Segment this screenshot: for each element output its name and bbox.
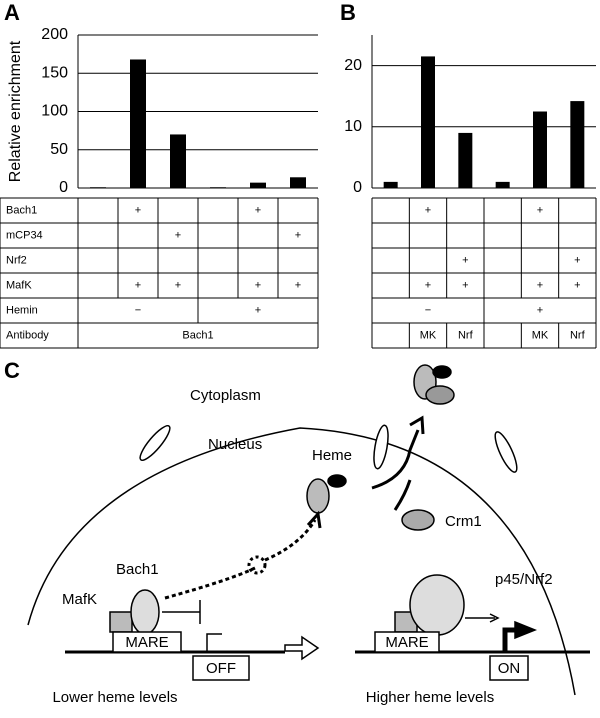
table-cell: + (175, 229, 181, 241)
bar (130, 59, 146, 189)
label: MARE (385, 634, 428, 651)
dotted-circle (247, 555, 267, 575)
table-cell: + (574, 279, 580, 291)
tss (502, 627, 515, 652)
transition-arrow (284, 635, 320, 661)
label: Bach1 (116, 561, 159, 578)
pore (139, 424, 171, 462)
bar (210, 187, 226, 188)
arrowhead (489, 613, 500, 623)
table-cell: + (537, 279, 543, 291)
y-tick-label: 0 (353, 179, 362, 196)
label: Heme (312, 447, 352, 464)
row-label: Nrf2 (6, 254, 27, 266)
table-cell: − (135, 304, 141, 316)
table-cell: + (175, 279, 181, 291)
export-arrow (371, 429, 420, 490)
y-tick-label: 20 (344, 57, 362, 74)
tss (206, 633, 222, 652)
mare-box (374, 631, 440, 653)
bar (495, 181, 510, 188)
label: Cytoplasm (190, 387, 261, 404)
bar (170, 134, 186, 188)
diagram (27, 364, 590, 696)
heme (432, 365, 452, 379)
table-cell: + (135, 204, 141, 216)
table-cell: + (295, 229, 301, 241)
bar (383, 181, 398, 188)
bach1 (130, 589, 160, 635)
row-label: Bach1 (6, 204, 37, 216)
label: OFF (206, 660, 236, 677)
table-cell: + (462, 279, 468, 291)
heme (327, 474, 347, 488)
table-cell: + (295, 279, 301, 291)
dotted-path (164, 566, 256, 600)
row-label: Antibody (6, 329, 49, 341)
table-cell: − (425, 304, 431, 316)
row-label: mCP34 (6, 229, 43, 241)
off-box (192, 655, 250, 681)
bar (458, 132, 473, 188)
table-cell: Nrf (458, 329, 474, 341)
label: MafK (62, 591, 97, 608)
table-cell: + (574, 254, 580, 266)
label: Nucleus (208, 436, 262, 453)
table-cell: Bach1 (182, 329, 213, 341)
table-cell: MK (532, 329, 549, 341)
y-tick-label: 50 (50, 141, 68, 158)
panel-label: B (340, 0, 356, 25)
label: MARE (125, 634, 168, 651)
table-cell: + (462, 254, 468, 266)
pore (373, 424, 389, 470)
table-cell: + (255, 204, 261, 216)
label: Higher heme levels (366, 689, 494, 706)
y-axis-label: Relative enrichment (7, 40, 24, 182)
table-cell: + (425, 204, 431, 216)
arrowhead (409, 415, 425, 435)
mafk (109, 611, 133, 633)
y-tick-label: 0 (59, 179, 68, 196)
table-cell: + (135, 279, 141, 291)
crm1-arm (393, 479, 412, 511)
crm1-export (425, 385, 455, 405)
table-cell: + (425, 279, 431, 291)
p45-nrf2 (409, 574, 465, 636)
y-tick-label: 200 (41, 26, 68, 43)
table-cell: MK (420, 329, 437, 341)
pore (494, 431, 518, 473)
label: Crm1 (445, 513, 482, 530)
bar (90, 187, 106, 188)
table-cell: + (255, 304, 261, 316)
arrowhead (514, 620, 538, 640)
table-cell: Nrf (570, 329, 586, 341)
row-label: Hemin (6, 304, 38, 316)
table-cell: + (255, 279, 261, 291)
bach1-heme (306, 478, 330, 514)
label: Lower heme levels (52, 689, 177, 706)
panel-label: C (4, 358, 20, 383)
bar (250, 182, 266, 188)
y-tick-label: 10 (344, 118, 362, 135)
nuclear-membrane (27, 427, 576, 696)
table-cell: + (537, 304, 543, 316)
mare-box (112, 631, 182, 653)
crm1 (401, 509, 435, 531)
row-label: MafK (6, 279, 32, 291)
bar (570, 101, 585, 188)
table-cell: + (537, 204, 543, 216)
label: ON (498, 660, 521, 677)
label: p45/Nrf2 (495, 571, 553, 588)
dotted-path (264, 519, 317, 562)
arrowhead (306, 510, 322, 529)
bar (421, 56, 435, 188)
y-tick-label: 100 (41, 103, 68, 120)
bar (290, 177, 306, 188)
on-box (489, 655, 529, 681)
bar (533, 111, 547, 188)
y-tick-label: 150 (41, 64, 68, 81)
panel-label: A (4, 0, 20, 25)
